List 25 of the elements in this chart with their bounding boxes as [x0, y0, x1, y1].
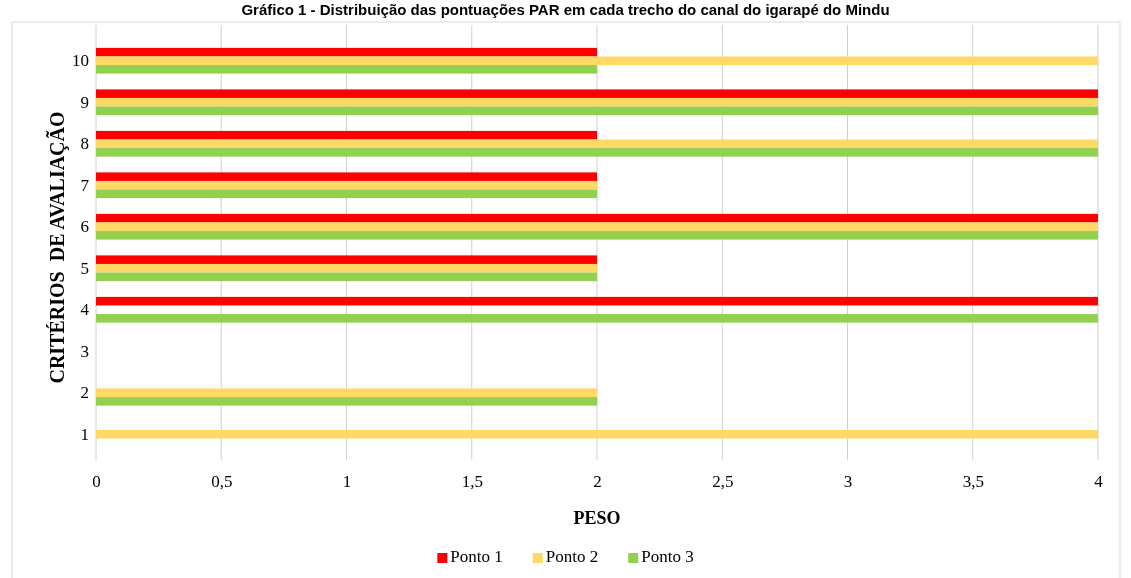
legend-label: Ponto 2: [545, 547, 599, 566]
y-tick-label: 4: [80, 300, 90, 320]
x-tick-label: 2: [593, 472, 602, 492]
chart-title: Gráfico 1 - Distribuição das pontuações PAR em cada trecho do canal do igarapé do Mindu: [241, 1, 890, 18]
x-tick-label: 0,5: [211, 472, 233, 492]
y-tick-label: 1: [80, 424, 89, 444]
legend-label: Ponto 3: [641, 547, 694, 566]
x-tick-label: 0: [92, 472, 101, 492]
legend-label: Ponto 1: [450, 547, 503, 566]
x-axis-title: PESO: [573, 508, 621, 528]
x-tick-label: 3,5: [962, 472, 984, 492]
y-tick-label: 7: [80, 175, 90, 195]
y-tick-label: 9: [80, 92, 89, 112]
y-tick-label: 6: [80, 217, 89, 237]
y-tick-label: 8: [80, 134, 89, 154]
y-axis-title: CRITÉRIOS DE AVALIAÇÃO: [46, 111, 69, 384]
x-tick-label: 1: [342, 472, 352, 492]
y-tick-label: 5: [80, 258, 89, 278]
x-tick-label: 2,5: [712, 472, 734, 492]
y-tick-label: 2: [80, 383, 89, 403]
y-tick-label: 10: [72, 51, 89, 71]
x-tick-label: 4: [1094, 472, 1104, 492]
x-tick-label: 3: [843, 472, 853, 492]
y-tick-label: 3: [80, 341, 89, 361]
x-tick-label: 1,5: [461, 472, 483, 492]
